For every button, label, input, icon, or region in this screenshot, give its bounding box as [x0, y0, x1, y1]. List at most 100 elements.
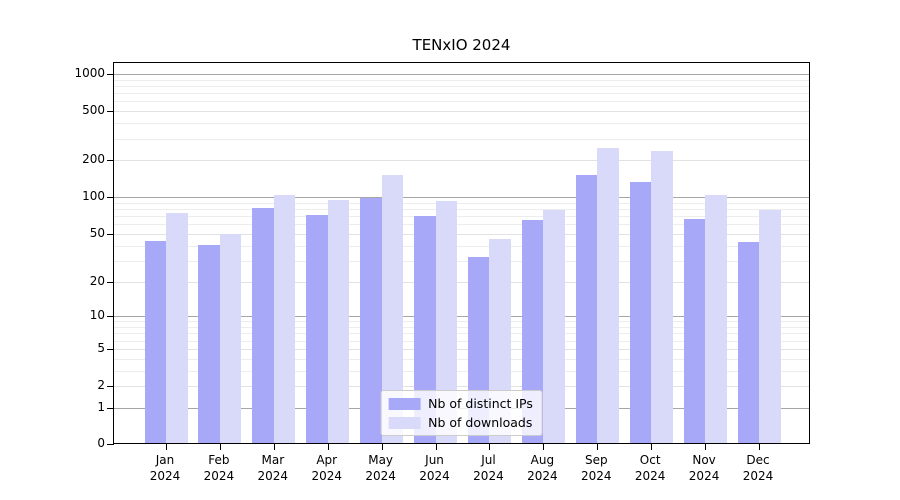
y-tick-label: 2	[97, 378, 105, 392]
x-tick-mark	[166, 443, 167, 450]
y-tick-label: 500	[82, 103, 105, 118]
major-gridline	[114, 74, 809, 76]
minor-gridline	[114, 85, 809, 87]
bar-distinct-ips	[683, 218, 706, 443]
y-tick-mark	[107, 407, 114, 409]
gridline	[114, 111, 809, 113]
x-tick-mark	[219, 443, 221, 450]
gridline	[114, 348, 809, 350]
plot-area: Nb of distinct IPs Nb of downloads	[107, 62, 810, 450]
bar-downloads	[651, 151, 673, 443]
x-tick-label: Nov 2024	[688, 453, 720, 483]
minor-gridline	[114, 370, 809, 372]
minor-gridline	[114, 123, 809, 125]
legend: Nb of distinct IPs Nb of downloads	[380, 390, 543, 436]
y-tick-label: 100	[82, 189, 105, 204]
x-tick-mark	[543, 443, 545, 450]
chart-title: TENxIO 2024	[412, 36, 511, 54]
legend-swatch-distinct-ips	[388, 397, 421, 410]
x-tick-mark	[489, 443, 491, 450]
gridline	[114, 160, 809, 162]
y-tick-mark	[107, 316, 114, 318]
legend-swatch-downloads	[388, 416, 421, 429]
bar-distinct-ips	[252, 208, 274, 443]
y-tick-label: 1	[97, 399, 105, 414]
legend-label-distinct-ips: Nb of distinct IPs	[428, 396, 533, 411]
x-tick-mark	[759, 443, 760, 450]
bar-distinct-ips	[198, 244, 220, 443]
minor-gridline	[114, 101, 809, 103]
minor-gridline	[114, 202, 809, 204]
minor-gridline	[114, 245, 809, 247]
y-tick-label: 20	[89, 273, 105, 288]
minor-gridline	[114, 260, 809, 262]
bar-downloads	[759, 210, 781, 443]
x-tick-label: May 2024	[365, 453, 396, 483]
minor-gridline	[114, 321, 809, 323]
minor-gridline	[114, 333, 809, 335]
legend-label-downloads: Nb of downloads	[428, 415, 533, 430]
gridline	[114, 281, 809, 283]
y-tick-mark	[107, 160, 114, 162]
minor-gridline	[114, 216, 809, 218]
y-tick-mark	[107, 348, 114, 350]
x-tick-label: Mar 2024	[257, 453, 289, 483]
bar-distinct-ips	[144, 241, 166, 443]
gridline	[114, 233, 809, 235]
minor-gridline	[114, 224, 809, 226]
y-tick-mark	[107, 281, 114, 283]
legend-item-distinct-ips: Nb of distinct IPs	[388, 396, 533, 411]
bar-downloads	[273, 194, 296, 443]
x-tick-label: Feb 2024	[203, 453, 235, 483]
gridline	[114, 386, 809, 387]
x-tick-label: Jun 2024	[419, 453, 450, 483]
x-tick-mark	[597, 443, 599, 450]
y-tick-mark	[107, 197, 114, 199]
x-tick-label: Sep 2024	[580, 453, 612, 483]
y-tick-mark	[107, 386, 114, 387]
y-tick-label: 5	[97, 340, 105, 355]
x-tick-mark	[381, 443, 383, 450]
bar-distinct-ips	[360, 197, 382, 443]
bar-distinct-ips	[306, 214, 328, 443]
bar-distinct-ips	[629, 181, 652, 443]
bar-downloads	[543, 209, 565, 443]
bar-downloads	[597, 148, 619, 443]
minor-gridline	[114, 358, 809, 360]
bar-downloads	[327, 200, 350, 443]
bar-downloads	[705, 195, 727, 443]
bar-distinct-ips	[575, 175, 598, 443]
minor-gridline	[114, 93, 809, 95]
legend-item-downloads: Nb of downloads	[388, 415, 533, 430]
bar-downloads	[381, 175, 404, 443]
y-tick-label: 1000	[74, 66, 105, 81]
x-tick-label: Oct 2024	[634, 453, 666, 483]
y-tick-label: 200	[82, 152, 105, 167]
bar-distinct-ips	[414, 215, 436, 443]
x-tick-label: Aug 2024	[527, 453, 558, 483]
x-tick-label: Jan 2024	[149, 453, 181, 483]
bar-downloads	[435, 201, 458, 443]
y-tick-mark	[107, 444, 114, 445]
x-tick-label: Apr 2024	[311, 453, 342, 483]
y-tick-mark	[107, 233, 114, 235]
major-gridline	[114, 197, 809, 199]
bar-distinct-ips	[521, 219, 544, 443]
x-tick-mark	[273, 443, 275, 450]
major-gridline	[114, 316, 809, 318]
x-tick-mark	[705, 443, 707, 450]
minor-gridline	[114, 327, 809, 328]
x-tick-mark	[435, 443, 437, 450]
minor-gridline	[114, 340, 809, 342]
bar-downloads	[219, 234, 242, 443]
x-tick-label: Dec 2024	[742, 453, 774, 483]
minor-gridline	[114, 138, 809, 140]
x-tick-label: Jul 2024	[473, 453, 504, 483]
y-tick-mark	[107, 74, 114, 76]
x-tick-mark	[651, 443, 653, 450]
bar-distinct-ips	[737, 242, 759, 443]
y-tick-mark	[107, 111, 114, 113]
minor-gridline	[114, 209, 809, 211]
bar-downloads	[166, 212, 188, 443]
